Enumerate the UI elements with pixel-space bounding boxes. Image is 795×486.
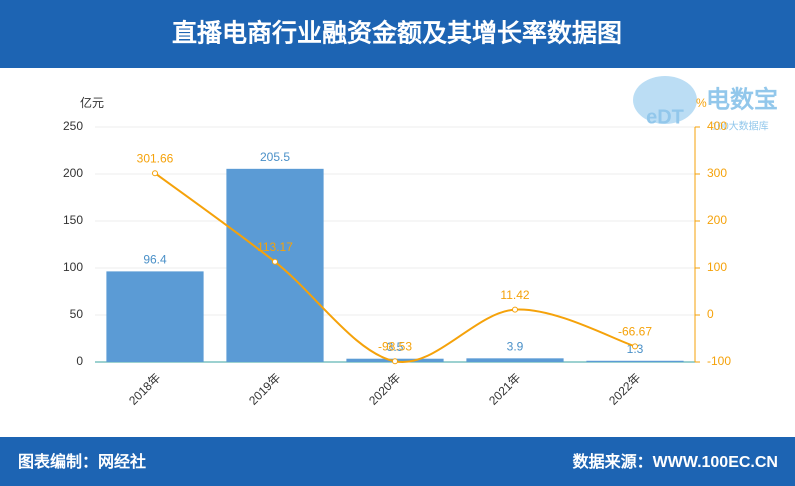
logo: eDT 电数宝 100大数据库 bbox=[633, 76, 778, 133]
line-point bbox=[272, 258, 278, 265]
line-point bbox=[152, 170, 158, 177]
logo-subtitle: 100大数据库 bbox=[712, 120, 769, 133]
footer-bar bbox=[0, 437, 795, 486]
bar bbox=[466, 358, 564, 362]
line-label: 301.66 bbox=[137, 151, 174, 165]
bar-label: 3.5 bbox=[387, 340, 404, 354]
line-point bbox=[512, 306, 518, 313]
line-point bbox=[392, 358, 398, 365]
y2-tick-label: 100 bbox=[707, 260, 727, 274]
bar bbox=[226, 168, 324, 362]
y2-tick-label: 300 bbox=[707, 166, 727, 180]
logo-cloud bbox=[633, 76, 697, 124]
line-label: -66.67 bbox=[618, 325, 652, 339]
y-tick-label: 0 bbox=[76, 354, 83, 368]
bar-label: 96.4 bbox=[143, 253, 167, 267]
y2-axis-title: % bbox=[696, 96, 707, 110]
logo-mark: eDT bbox=[646, 106, 684, 128]
y-tick-label: 150 bbox=[63, 213, 83, 227]
line-point bbox=[632, 343, 638, 350]
logo-name: 电数宝 bbox=[706, 85, 778, 113]
y2-tick-label: 0 bbox=[707, 307, 714, 321]
title: 直播电商行业融资金额及其增长率数据图 bbox=[172, 19, 622, 48]
line-label: 11.42 bbox=[500, 288, 529, 302]
bar-label: 205.5 bbox=[260, 150, 290, 164]
bar bbox=[586, 360, 684, 362]
footer-right: 数据来源：WWW.100EC.CN bbox=[573, 452, 778, 471]
y2-tick-label: 200 bbox=[707, 213, 727, 227]
bar-label: 3.9 bbox=[507, 340, 524, 354]
line-label: 113.17 bbox=[257, 240, 293, 254]
line-label: -98.53 bbox=[378, 339, 412, 353]
y-tick-label: 50 bbox=[70, 307, 84, 321]
y2-tick-label: -100 bbox=[707, 354, 731, 368]
y-tick-label: 200 bbox=[63, 166, 83, 180]
y-tick-label: 250 bbox=[63, 119, 83, 133]
y-tick-label: 100 bbox=[63, 260, 83, 274]
y2-tick-label: 400 bbox=[707, 119, 727, 133]
bar bbox=[106, 271, 204, 362]
footer-left: 图表编制：网经社 bbox=[18, 452, 146, 471]
header-bar bbox=[0, 0, 795, 68]
y-axis-title: 亿元 bbox=[80, 95, 104, 110]
